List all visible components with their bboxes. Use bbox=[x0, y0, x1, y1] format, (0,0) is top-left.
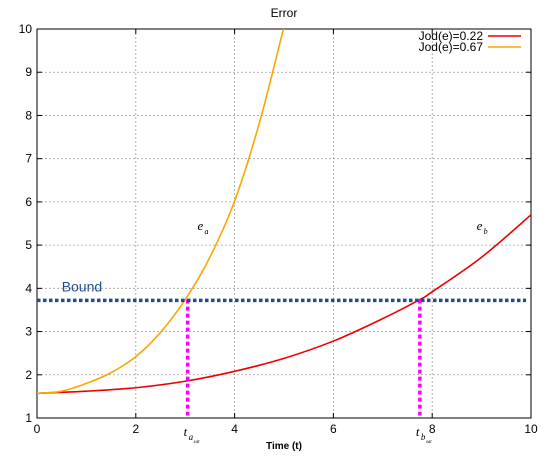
y-tick-label: 7 bbox=[25, 152, 32, 166]
x-tick-label: 10 bbox=[524, 422, 538, 436]
crossing-label-1: t bbox=[416, 424, 420, 439]
series bbox=[37, 29, 531, 395]
x-tick-label: 4 bbox=[231, 422, 238, 436]
series-line-1 bbox=[37, 29, 285, 395]
x-tick-label: 0 bbox=[34, 422, 41, 436]
y-tick-label: 1 bbox=[25, 411, 32, 425]
curve-label-sub-1: b bbox=[484, 227, 488, 236]
curve-label-1: e bbox=[477, 218, 483, 233]
plot-frame bbox=[36, 28, 532, 419]
legend-label-0: Jod(e)=0.22 bbox=[419, 29, 484, 43]
bound-label: Bound bbox=[62, 278, 102, 294]
crossing-label-subsub-1: sat bbox=[426, 440, 432, 445]
chart-title: Error bbox=[271, 6, 298, 20]
curve-label-0: e bbox=[198, 218, 204, 233]
crossing-label-sub-0: a bbox=[189, 432, 194, 442]
x-tick-label: 6 bbox=[330, 422, 337, 436]
crossing-label-sub-1: b bbox=[421, 432, 426, 442]
x-axis-label: Time (t) bbox=[266, 441, 302, 452]
curve-label-sub-0: a bbox=[205, 227, 209, 236]
crossing-label-0: t bbox=[184, 424, 188, 439]
y-tick-label: 10 bbox=[19, 22, 33, 36]
y-tick-label: 9 bbox=[25, 65, 32, 79]
series-line-0 bbox=[37, 214, 531, 395]
crossing-label-subsub-0: sat bbox=[194, 440, 200, 445]
y-tick-label: 8 bbox=[25, 108, 32, 122]
y-tick-label: 6 bbox=[25, 195, 32, 209]
y-tick-label: 2 bbox=[25, 368, 32, 382]
y-tick-label: 5 bbox=[25, 238, 32, 252]
grid bbox=[37, 29, 531, 418]
legend-label-1: Jod(e)=0.67 bbox=[419, 40, 484, 54]
x-tick-label: 8 bbox=[429, 422, 436, 436]
y-tick-label: 4 bbox=[25, 281, 32, 295]
x-tick-label: 2 bbox=[132, 422, 139, 436]
y-tick-label: 3 bbox=[25, 325, 32, 339]
